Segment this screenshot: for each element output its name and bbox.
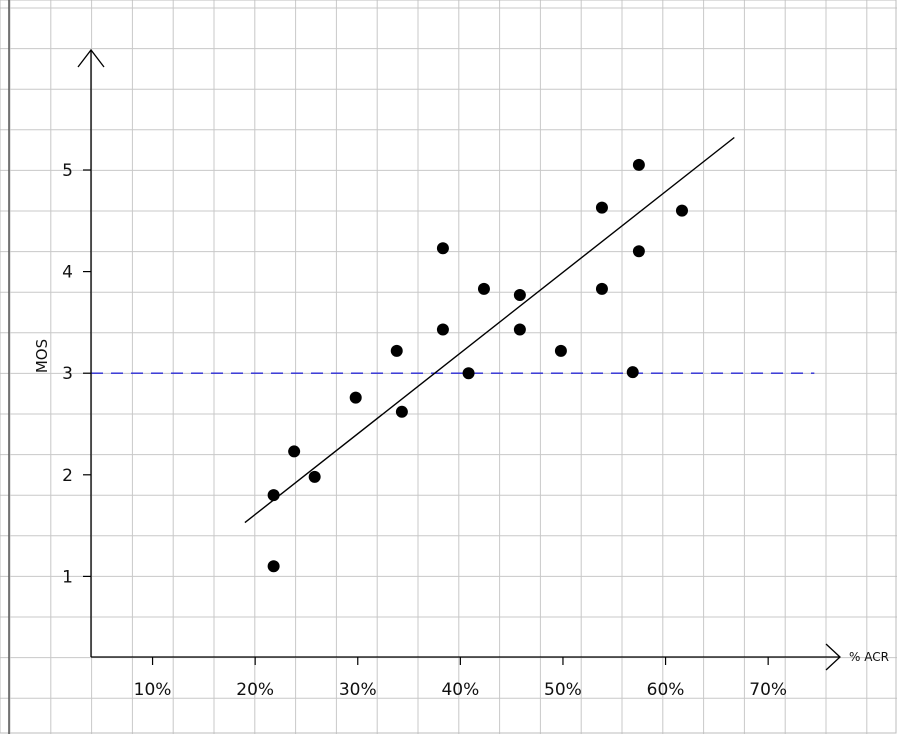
data-point (632, 158, 645, 171)
y-tick-label: 1 (62, 567, 73, 587)
data-point (513, 323, 526, 336)
y-tick-label: 2 (62, 466, 73, 486)
y-tick-label: 4 (62, 263, 73, 283)
axes (77, 48, 841, 671)
data-point (349, 391, 362, 404)
x-tick-label: 70% (749, 680, 787, 700)
data-point (267, 560, 280, 573)
data-point (390, 344, 403, 357)
data-point (595, 201, 608, 214)
x-tick-label: 10% (134, 680, 172, 700)
data-point (395, 405, 408, 418)
data-point (436, 323, 449, 336)
y-axis-arrow (77, 48, 105, 68)
x-axis-title: % ACR (849, 650, 889, 664)
x-tick-label: 60% (647, 680, 685, 700)
data-point (595, 282, 608, 295)
x-tick-label: 50% (544, 680, 582, 700)
data-point (462, 367, 475, 380)
x-tick-label: 30% (339, 680, 377, 700)
trendline (244, 136, 735, 524)
ticks: 10% 20% 30% 40% 50% 60% 70% 1 2 3 4 5 (62, 161, 787, 700)
data-point (675, 204, 688, 217)
data-point (267, 489, 280, 502)
data-point (477, 282, 490, 295)
x-tick-label: 20% (236, 680, 274, 700)
data-point (626, 366, 639, 379)
y-axis-title: MOS (33, 339, 51, 373)
data-point (436, 242, 449, 255)
y-tick-label: 5 (62, 161, 73, 181)
points-layer (267, 158, 688, 573)
x-axis-arrow (825, 643, 841, 671)
x-tick-label: 40% (441, 680, 479, 700)
data-point (554, 344, 567, 357)
data-point (632, 245, 645, 258)
data-point (308, 470, 321, 483)
trendline-layer (244, 136, 735, 524)
y-tick-label: 3 (62, 364, 73, 384)
data-point (288, 445, 301, 458)
data-point (513, 288, 526, 301)
